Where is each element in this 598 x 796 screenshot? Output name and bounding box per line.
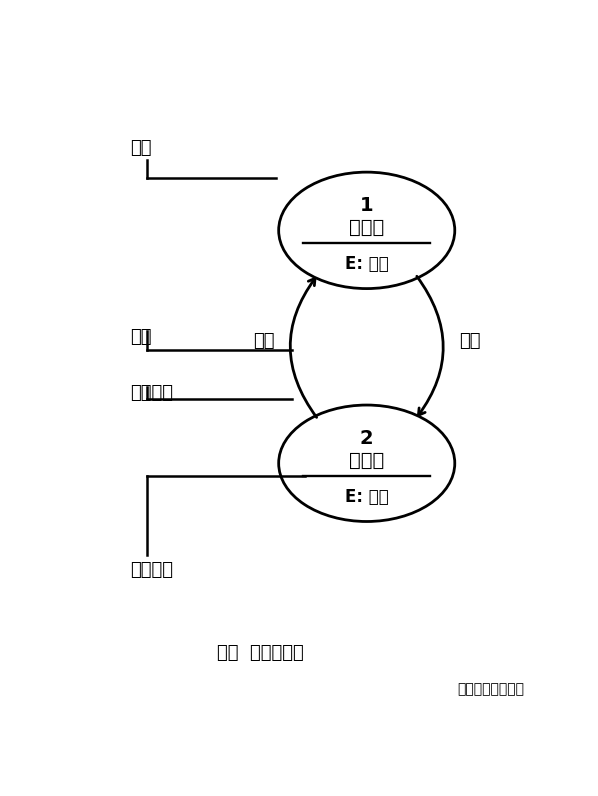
Text: E: 开门: E: 开门 (345, 256, 389, 273)
Text: 1: 1 (360, 197, 374, 216)
Text: 2: 2 (360, 429, 374, 448)
Text: 转移: 转移 (130, 329, 152, 346)
Text: 状态: 状态 (130, 139, 152, 157)
Text: 已打开: 已打开 (349, 218, 385, 237)
FancyArrowPatch shape (417, 276, 443, 416)
Text: 关闭: 关闭 (459, 332, 481, 349)
Text: 进入动作: 进入动作 (130, 561, 173, 579)
Ellipse shape (279, 172, 455, 289)
Ellipse shape (279, 405, 455, 521)
Text: 以太坊技术与实现: 以太坊技术与实现 (457, 682, 524, 696)
Text: 图：  有限状态机: 图： 有限状态机 (216, 644, 304, 662)
Text: 打开: 打开 (253, 332, 274, 349)
Text: E: 关门: E: 关门 (345, 488, 389, 506)
Text: 转移条件: 转移条件 (130, 384, 173, 402)
Text: 已关闭: 已关闭 (349, 451, 385, 470)
FancyArrowPatch shape (290, 279, 316, 417)
